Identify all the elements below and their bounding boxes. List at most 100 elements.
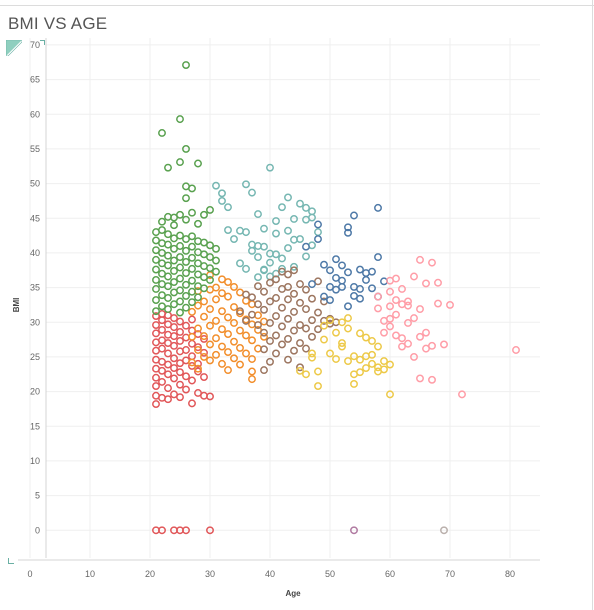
data-point[interactable] bbox=[206, 205, 214, 214]
data-point[interactable] bbox=[242, 349, 250, 358]
data-point[interactable] bbox=[260, 224, 268, 233]
data-point[interactable] bbox=[302, 242, 310, 251]
data-point[interactable] bbox=[284, 355, 292, 364]
data-point[interactable] bbox=[404, 301, 412, 310]
data-point[interactable] bbox=[152, 321, 160, 329]
data-point[interactable] bbox=[338, 318, 346, 327]
data-point[interactable] bbox=[326, 316, 334, 325]
data-point[interactable] bbox=[170, 278, 178, 287]
data-point[interactable] bbox=[164, 251, 172, 260]
data-point[interactable] bbox=[344, 228, 352, 237]
data-point[interactable] bbox=[170, 256, 178, 265]
data-point[interactable] bbox=[398, 334, 406, 343]
data-point[interactable] bbox=[392, 296, 400, 305]
data-point[interactable] bbox=[212, 256, 220, 265]
data-point[interactable] bbox=[188, 358, 196, 367]
data-point[interactable] bbox=[152, 265, 160, 274]
data-point[interactable] bbox=[224, 313, 232, 322]
data-point[interactable] bbox=[200, 332, 208, 341]
data-point[interactable] bbox=[428, 341, 436, 350]
data-point[interactable] bbox=[164, 272, 172, 281]
data-point[interactable] bbox=[218, 342, 226, 351]
data-point[interactable] bbox=[278, 303, 286, 312]
data-point[interactable] bbox=[230, 235, 238, 244]
data-point[interactable] bbox=[266, 337, 274, 345]
data-point[interactable] bbox=[416, 374, 424, 383]
data-point[interactable] bbox=[272, 331, 280, 340]
data-point[interactable] bbox=[176, 308, 184, 317]
data-point[interactable] bbox=[308, 316, 316, 325]
data-point[interactable] bbox=[386, 314, 394, 323]
data-point[interactable] bbox=[302, 344, 310, 353]
data-point[interactable] bbox=[176, 317, 184, 326]
data-point[interactable] bbox=[206, 340, 214, 349]
data-point[interactable] bbox=[248, 367, 256, 376]
data-point[interactable] bbox=[242, 331, 250, 340]
data-point[interactable] bbox=[194, 324, 202, 333]
data-point[interactable] bbox=[356, 355, 364, 364]
data-point[interactable] bbox=[284, 226, 292, 235]
data-point[interactable] bbox=[158, 129, 166, 137]
data-point[interactable] bbox=[374, 253, 382, 262]
data-point[interactable] bbox=[290, 307, 298, 316]
data-point[interactable] bbox=[188, 339, 196, 348]
data-point[interactable] bbox=[200, 373, 208, 381]
data-point[interactable] bbox=[242, 290, 250, 299]
data-point[interactable] bbox=[296, 366, 304, 375]
data-point[interactable] bbox=[272, 312, 280, 320]
data-point[interactable] bbox=[392, 274, 400, 283]
data-point[interactable] bbox=[254, 321, 262, 329]
data-point[interactable] bbox=[416, 255, 424, 264]
data-point[interactable] bbox=[290, 262, 298, 271]
data-point[interactable] bbox=[182, 291, 190, 300]
data-point[interactable] bbox=[188, 276, 196, 285]
data-point[interactable] bbox=[152, 382, 160, 391]
data-point[interactable] bbox=[206, 526, 214, 535]
data-point[interactable] bbox=[170, 354, 178, 363]
data-point[interactable] bbox=[296, 339, 304, 348]
data-point[interactable] bbox=[338, 339, 346, 348]
data-point[interactable] bbox=[254, 210, 262, 219]
data-point[interactable] bbox=[254, 273, 262, 282]
data-point[interactable] bbox=[152, 296, 160, 305]
data-point[interactable] bbox=[248, 188, 256, 197]
data-point[interactable] bbox=[224, 330, 232, 339]
data-point[interactable] bbox=[248, 310, 256, 319]
data-point[interactable] bbox=[284, 193, 292, 202]
data-point[interactable] bbox=[344, 357, 352, 366]
data-point[interactable] bbox=[158, 377, 166, 386]
data-point[interactable] bbox=[440, 340, 448, 349]
data-point[interactable] bbox=[386, 322, 394, 331]
data-point[interactable] bbox=[380, 365, 388, 374]
data-point[interactable] bbox=[194, 159, 202, 168]
data-point[interactable] bbox=[368, 267, 376, 276]
data-point[interactable] bbox=[272, 229, 280, 238]
data-point[interactable] bbox=[164, 282, 172, 291]
data-point[interactable] bbox=[164, 360, 172, 369]
data-point[interactable] bbox=[320, 260, 328, 269]
data-point[interactable] bbox=[158, 344, 166, 353]
data-point[interactable] bbox=[368, 359, 376, 368]
data-point[interactable] bbox=[242, 296, 250, 305]
data-point[interactable] bbox=[152, 285, 160, 293]
data-point[interactable] bbox=[290, 215, 298, 223]
data-point[interactable] bbox=[260, 345, 268, 354]
data-point[interactable] bbox=[230, 282, 238, 291]
data-point[interactable] bbox=[266, 258, 274, 267]
data-point[interactable] bbox=[188, 264, 196, 273]
data-point[interactable] bbox=[422, 328, 430, 337]
data-point[interactable] bbox=[284, 314, 292, 323]
data-point[interactable] bbox=[230, 303, 238, 311]
data-point[interactable] bbox=[182, 215, 190, 224]
data-point[interactable] bbox=[164, 230, 172, 239]
data-point[interactable] bbox=[344, 268, 352, 277]
data-point[interactable] bbox=[266, 249, 274, 258]
data-point[interactable] bbox=[344, 302, 352, 311]
data-point[interactable] bbox=[350, 352, 358, 361]
data-point[interactable] bbox=[350, 380, 358, 388]
data-point[interactable] bbox=[188, 184, 196, 193]
data-point[interactable] bbox=[206, 264, 214, 273]
data-point[interactable] bbox=[308, 294, 316, 303]
data-point[interactable] bbox=[260, 366, 268, 375]
data-point[interactable] bbox=[290, 326, 298, 335]
